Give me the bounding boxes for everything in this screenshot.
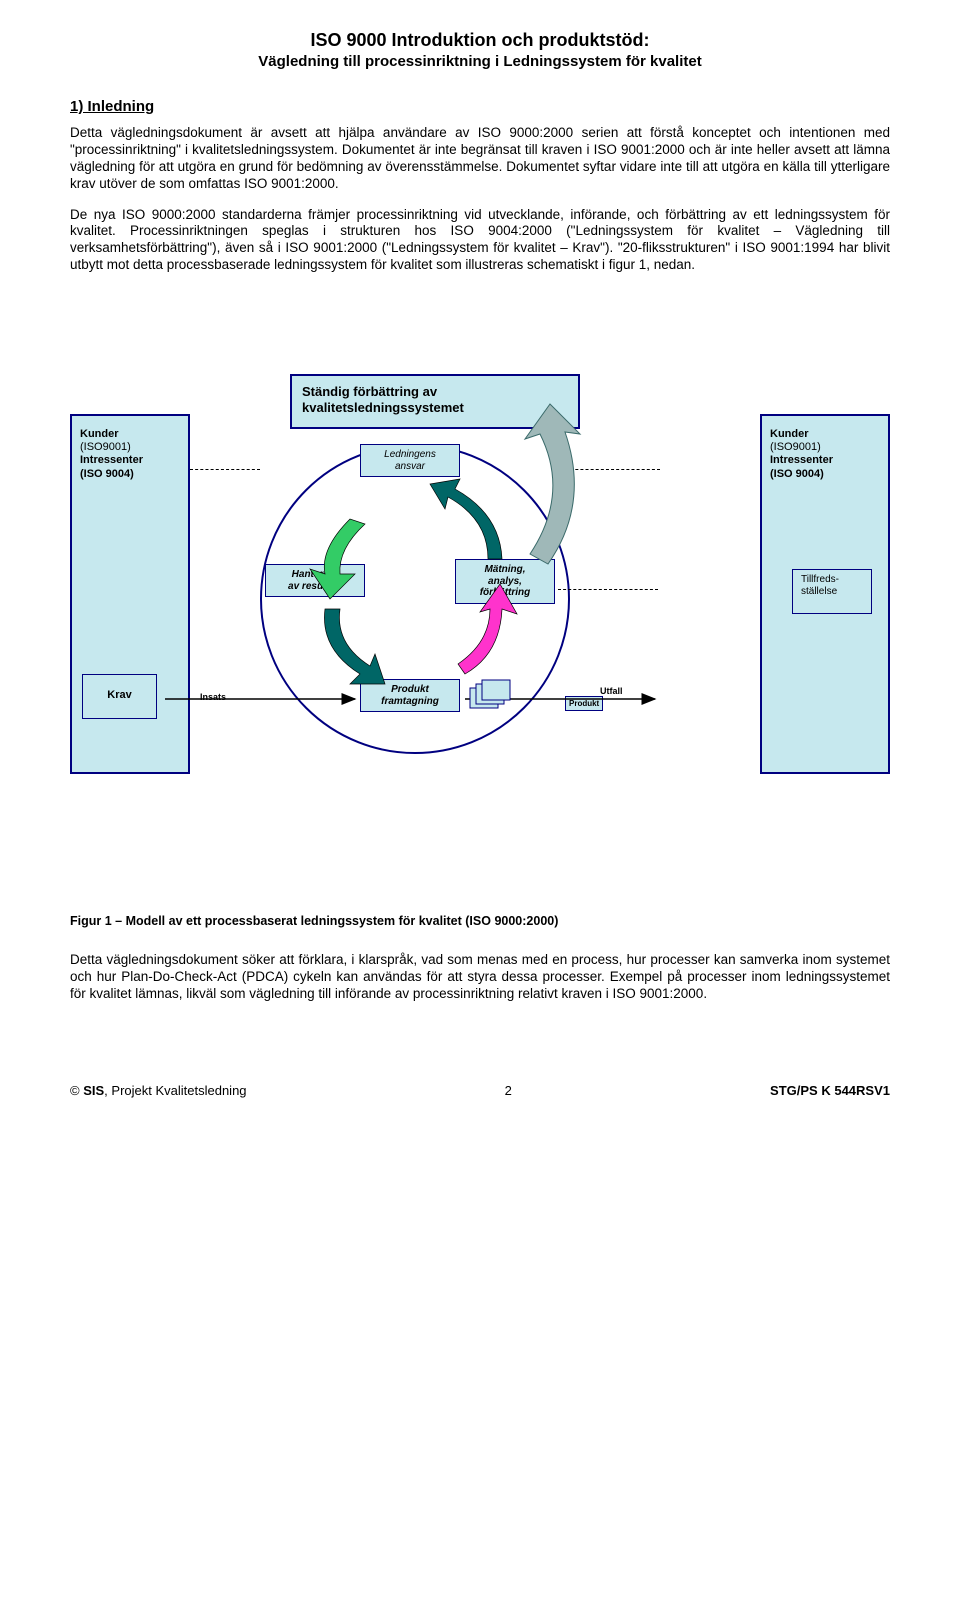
figure-diagram: Kunder (ISO9001) Intressenter (ISO 9004)…: [70, 374, 890, 874]
left-l3: Intressenter: [80, 454, 143, 466]
paragraph-2: De nya ISO 9000:2000 standarderna främje…: [70, 207, 890, 275]
title-main: ISO 9000 Introduktion och produktstöd:: [70, 30, 890, 51]
left-l2: (ISO9001): [80, 441, 131, 453]
node-ledningens-ansvar: Ledningens ansvar: [360, 444, 460, 477]
insats-label: Insats: [200, 692, 226, 702]
footer-code: STG/PS K 544RSV1: [770, 1083, 890, 1098]
top-banner: Ständig förbättring av kvalitetslednings…: [290, 374, 580, 429]
left-customers-box: Kunder (ISO9001) Intressenter (ISO 9004): [70, 414, 190, 774]
paragraph-3: Detta vägledningsdokument söker att förk…: [70, 952, 890, 1003]
node-produkt-framtagning: Produkt framtagning: [360, 679, 460, 712]
section-heading: 1) Inledning: [70, 98, 890, 115]
dash-right-top: [560, 469, 660, 470]
page-footer: © SIS, Projekt Kvalitetsledning 2 STG/PS…: [70, 1083, 890, 1098]
node-hantering-resurser: Hantering av resurser: [265, 564, 365, 597]
footer-left: © SIS, Projekt Kvalitetsledning: [70, 1083, 247, 1098]
document-header: ISO 9000 Introduktion och produktstöd: V…: [70, 30, 890, 70]
left-l1: Kunder: [80, 428, 119, 440]
produkt-small-box: Produkt: [565, 696, 603, 711]
right-l2: (ISO9001): [770, 441, 821, 453]
dash-right-mid: [558, 589, 658, 590]
paragraph-1: Detta vägledningsdokument är avsett att …: [70, 125, 890, 193]
left-l4: (ISO 9004): [80, 468, 134, 480]
node-matning-analys: Mätning, analys, förbättring: [455, 559, 555, 604]
satisfaction-box: Tillfreds- ställelse: [792, 569, 872, 614]
title-sub: Vägledning till processinriktning i Ledn…: [70, 53, 890, 70]
krav-box: Krav: [82, 674, 157, 719]
dash-left-top: [190, 469, 260, 470]
utfall-label: Utfall: [600, 686, 623, 696]
right-l1: Kunder: [770, 428, 809, 440]
right-l4: (ISO 9004): [770, 468, 824, 480]
figure-caption: Figur 1 – Modell av ett processbaserat l…: [70, 914, 890, 928]
footer-page-number: 2: [505, 1083, 512, 1098]
right-l3: Intressenter: [770, 454, 833, 466]
